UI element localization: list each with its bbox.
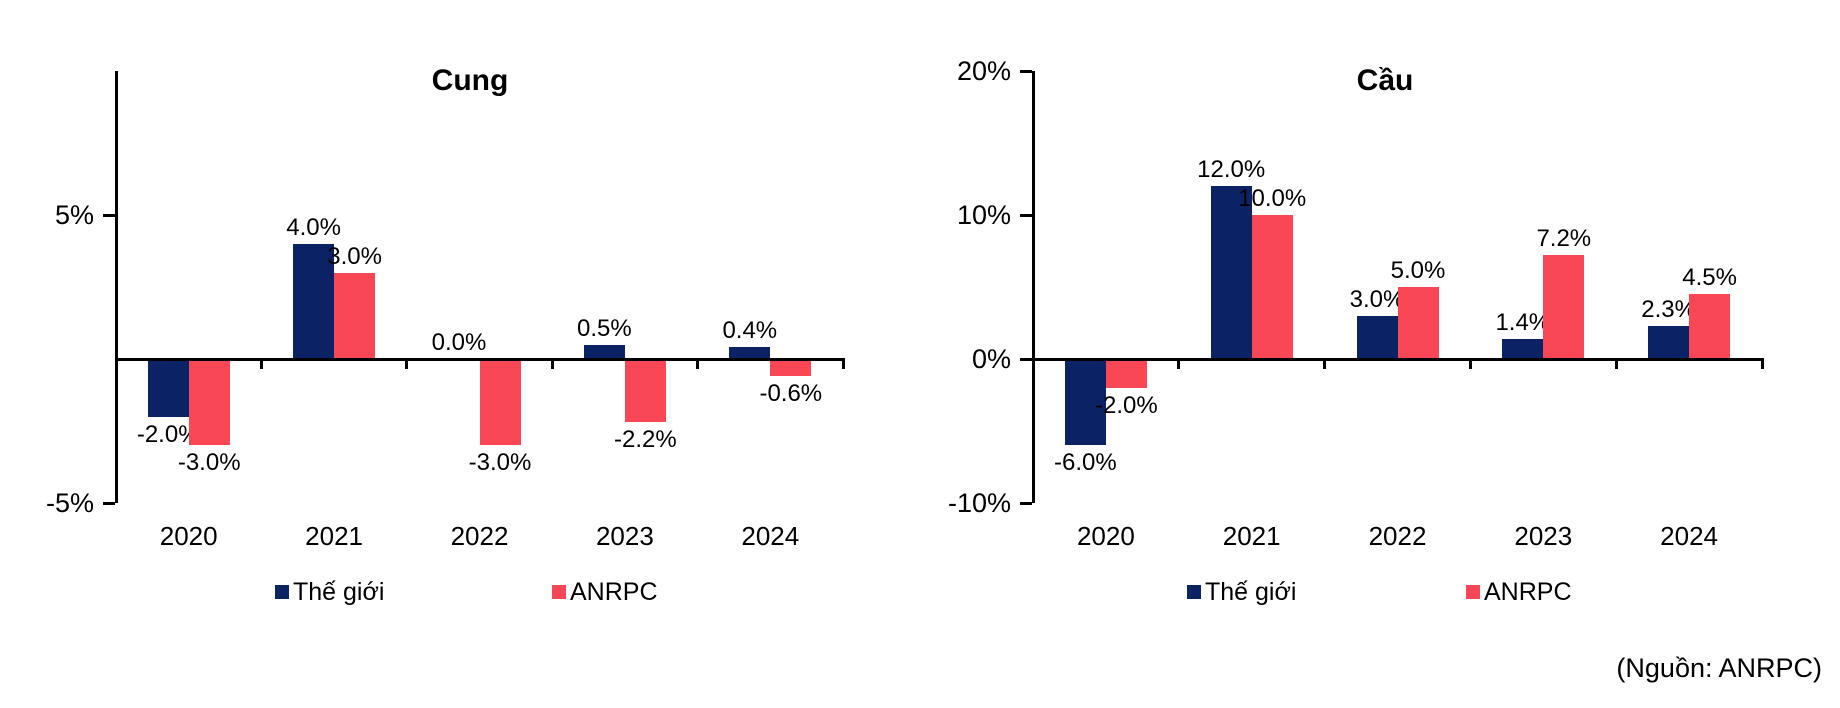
- data-label: 3.0%: [1349, 285, 1405, 313]
- data-label: 2.3%: [1641, 295, 1696, 323]
- y-tick-mark: [1019, 501, 1032, 505]
- x-axis: [114, 357, 845, 361]
- bar-anrpc-2021: [334, 272, 376, 359]
- category-label: 2021: [305, 521, 364, 551]
- source-note: (Nguồn: ANRPC): [1616, 653, 1822, 683]
- y-axis: [1031, 71, 1035, 503]
- data-label: -6.0%: [1054, 449, 1117, 477]
- x-axis: [1031, 357, 1764, 361]
- category-label: 2023: [595, 521, 654, 551]
- y-tick-mark: [102, 213, 115, 217]
- bar-world-2023: [583, 344, 625, 359]
- legend-swatch-world: [1187, 585, 1201, 599]
- data-label: -2.2%: [614, 426, 677, 454]
- bar-anrpc-2022: [1397, 287, 1439, 359]
- category-label: 2022: [1368, 521, 1427, 551]
- x-tick-mark: [1177, 359, 1181, 369]
- data-label: -2.0%: [1095, 391, 1158, 419]
- bar-world-2024: [1648, 325, 1690, 359]
- x-tick-mark: [696, 359, 700, 369]
- data-label: 0.0%: [431, 329, 487, 356]
- x-tick-mark: [259, 359, 263, 369]
- category-label: 2021: [1222, 521, 1281, 551]
- data-label: -0.6%: [759, 380, 823, 408]
- data-label: -3.0%: [468, 449, 532, 477]
- data-label: 4.0%: [286, 213, 341, 241]
- data-label: 7.2%: [1536, 225, 1592, 253]
- bar-anrpc-2021: [1251, 215, 1293, 359]
- x-tick-mark: [841, 359, 845, 369]
- y-tick-mark: [1019, 357, 1032, 361]
- category-label: 2024: [1660, 521, 1719, 551]
- y-axis-tick-label: 20%: [956, 56, 1011, 86]
- legend-label-anrpc: ANRPC: [1484, 578, 1572, 606]
- legend-label-anrpc: ANRPC: [570, 578, 658, 606]
- bar-anrpc-2022: [479, 359, 521, 446]
- bar-anrpc-2020: [188, 359, 230, 446]
- bar-world-2021: [293, 243, 335, 359]
- data-label: 10.0%: [1238, 185, 1307, 212]
- bar-world-2022: [1356, 315, 1398, 359]
- legend-label-world: Thế giới: [1205, 578, 1297, 606]
- bar-anrpc-2024: [770, 359, 812, 377]
- bar-anrpc-2024: [1689, 294, 1731, 359]
- category-label: 2020: [159, 521, 218, 551]
- x-tick-mark: [1031, 359, 1035, 369]
- data-label: 3.0%: [327, 242, 382, 270]
- legend-label-world: Thế giới: [293, 578, 385, 606]
- category-label: 2023: [1514, 521, 1573, 551]
- y-axis: [114, 71, 118, 503]
- legend-swatch-anrpc: [552, 585, 566, 599]
- x-tick-mark: [1614, 359, 1618, 369]
- category-label: 2024: [741, 521, 800, 551]
- y-axis-tick-label: 0%: [971, 344, 1011, 374]
- data-label: 5.0%: [1390, 257, 1446, 284]
- data-label: -3.0%: [177, 449, 241, 477]
- bar-anrpc-2023: [1543, 255, 1585, 359]
- chart-title: Cầu: [1356, 64, 1414, 97]
- bar-world-2024: [729, 347, 771, 359]
- x-tick-mark: [405, 359, 409, 369]
- category-label: 2022: [450, 521, 509, 551]
- chart-title: Cung: [431, 64, 509, 97]
- bar-world-2020: [147, 359, 189, 417]
- bar-anrpc-2020: [1105, 359, 1147, 388]
- x-tick-mark: [1468, 359, 1472, 369]
- y-tick-mark: [102, 501, 115, 505]
- bar-world-2021: [1210, 186, 1252, 359]
- data-label: 0.4%: [722, 317, 778, 345]
- x-tick-mark: [550, 359, 554, 369]
- y-tick-mark: [1019, 69, 1032, 73]
- y-axis-tick-label: -5%: [45, 488, 94, 518]
- x-tick-mark: [114, 359, 118, 369]
- y-axis-tick-label: 10%: [956, 200, 1011, 230]
- bar-world-2023: [1502, 338, 1544, 359]
- data-label: 0.5%: [577, 314, 632, 342]
- x-tick-mark: [1760, 359, 1764, 369]
- bar-anrpc-2023: [624, 359, 666, 423]
- y-axis-tick-label: 5%: [54, 200, 94, 230]
- x-tick-mark: [1323, 359, 1327, 369]
- y-tick-mark: [1019, 213, 1032, 217]
- y-axis-tick-label: -10%: [947, 488, 1011, 518]
- legend-swatch-anrpc: [1466, 585, 1480, 599]
- bar-world-2020: [1064, 359, 1106, 446]
- legend-swatch-world: [275, 585, 289, 599]
- data-label: 12.0%: [1197, 156, 1266, 184]
- category-label: 2020: [1076, 521, 1135, 551]
- data-label: 1.4%: [1495, 308, 1551, 336]
- data-label: 4.5%: [1682, 264, 1737, 292]
